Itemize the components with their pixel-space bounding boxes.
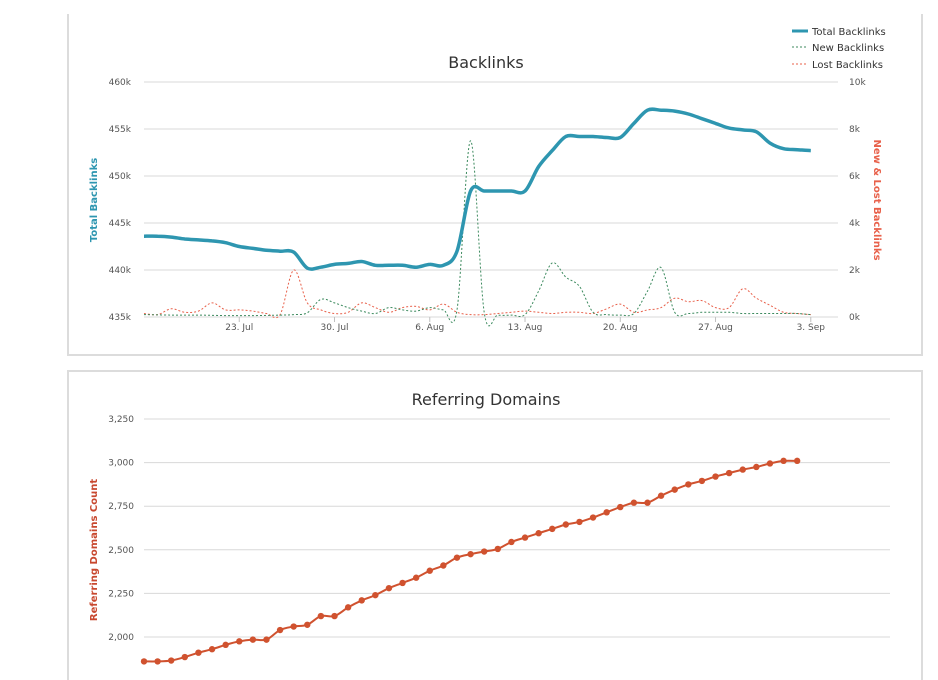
backlinks-left-y-tick: 435k [109,313,132,323]
referring-domains-point[interactable] [276,626,284,634]
backlinks-x-ticks: 23. Jul 30. Jul 6. Aug 13. Aug 20. Aug 27. Au… [225,317,825,333]
referring-domains-point[interactable] [222,641,229,649]
backlinks-left-y-tick: 440k [109,266,132,276]
backlinks-legend: Total Backlinks New Backlinks Lost Backl… [792,27,886,71]
referring-domains-point[interactable] [358,597,365,604]
referring-domains-point[interactable] [263,636,270,643]
referring-domains-point[interactable] [236,638,243,645]
referring-domains-point[interactable] [385,584,393,592]
backlinks-left-y-tick: 445k [109,219,132,229]
backlinks-right-y-tick: 0k [849,313,861,323]
referring-domains-point[interactable] [630,499,638,506]
backlinks-chart-panel [67,14,923,356]
referring-domains-point[interactable] [753,463,760,471]
backlinks-right-y-tick: 2k [849,266,861,276]
referring-domains-point[interactable] [589,514,597,521]
referring-domains-point[interactable] [617,503,624,511]
referring-domains-y-tick: 2,000 [108,633,134,643]
referring-domains-point[interactable] [494,545,502,553]
backlinks-right-y-tick: 10k [849,78,866,88]
backlinks-title: Backlinks [448,53,523,72]
referring-domains-point[interactable] [208,646,216,653]
referring-domains-y-tick: 2,750 [108,502,134,512]
lost-backlinks-line[interactable] [143,269,811,319]
backlinks-left-y-tick: 460k [109,78,132,88]
referring-domains-chart-panel [67,370,923,680]
referring-domains-point[interactable] [372,591,379,599]
backlinks-right-axis-title: New & Lost Backlinks [871,139,882,260]
referring-domains-point[interactable] [168,657,175,664]
backlinks-right-y-ticks: 0k 2k 4k 6k 8k 10k [849,78,866,323]
referring-domains-point[interactable] [181,653,189,661]
referring-domains-point[interactable] [780,457,787,465]
backlinks-left-y-ticks: 435k 440k 445k 450k 455k 460k [109,78,132,323]
referring-domains-point[interactable] [739,466,746,473]
referring-domains-point[interactable] [521,534,529,541]
backlinks-right-y-tick: 6k [849,172,861,182]
referring-domains-y-tick: 2,500 [108,546,134,556]
referring-domains-point[interactable] [698,477,706,485]
referring-domains-point[interactable] [399,579,406,587]
referring-domains-point[interactable] [480,548,488,555]
referring-domains-point[interactable] [644,499,651,506]
referring-domains-point[interactable] [562,521,570,528]
referring-domains-point[interactable] [657,492,665,499]
referring-domains-point[interactable] [440,562,447,569]
backlinks-right-y-tick: 4k [849,219,861,229]
referring-domains-y-ticks: 2,000 2,250 2,500 2,750 3,000 3,250 [108,415,134,643]
referring-domains-point[interactable] [344,604,352,611]
backlinks-x-tick: 13. Aug [508,323,543,333]
referring-domains-point[interactable] [195,649,202,656]
backlinks-x-tick: 27. Aug [698,323,733,333]
referring-domains-point[interactable] [249,636,257,643]
referring-domains-point[interactable] [671,486,678,493]
referring-domains-point[interactable] [140,658,148,665]
backlinks-series [143,107,811,327]
referring-domains-point[interactable] [725,469,733,477]
referring-domains-point[interactable] [766,460,774,467]
legend-new-backlinks[interactable]: New Backlinks [812,43,884,54]
referring-domains-point[interactable] [576,518,583,526]
backlinks-left-y-tick: 450k [109,172,132,182]
legend-lost-backlinks[interactable]: Lost Backlinks [812,60,883,71]
referring-domains-title: Referring Domains [412,390,561,409]
referring-domains-point[interactable] [685,481,692,488]
referring-domains-y-tick: 2,250 [108,589,134,599]
backlinks-gridlines [144,81,838,318]
referring-domains-point[interactable] [535,530,542,537]
total-backlinks-line[interactable] [143,107,811,271]
referring-domains-point[interactable] [603,509,610,516]
referring-domains-point[interactable] [304,621,311,628]
referring-domains-point[interactable] [793,457,801,465]
backlinks-left-axis-title: Total Backlinks [89,158,100,242]
referring-domains-point[interactable] [290,623,297,630]
referring-domains-point[interactable] [549,525,556,533]
referring-domains-point[interactable] [412,574,420,581]
charts-canvas: Backlinks 435k 440k 445k 450k 455k 460k 0k 2k 4… [89,27,890,665]
referring-domains-point[interactable] [317,612,325,620]
referring-domains-point[interactable] [154,658,161,665]
referring-domains-point[interactable] [712,473,719,480]
referring-domains-point[interactable] [508,538,515,546]
backlinks-x-tick: 23. Jul [225,323,253,333]
backlinks-x-tick: 6. Aug [415,323,444,333]
referring-domains-series [140,457,801,665]
referring-domains-point[interactable] [467,550,474,558]
legend-total-backlinks[interactable]: Total Backlinks [811,27,886,38]
referring-domains-point[interactable] [331,612,338,620]
referring-domains-axis-title: Referring Domains Count [89,479,100,621]
referring-domains-y-tick: 3,250 [108,415,134,425]
new-backlinks-line[interactable] [143,140,811,327]
referring-domains-line[interactable] [143,459,798,663]
backlinks-x-tick: 30. Jul [320,323,348,333]
backlinks-right-y-tick: 8k [849,125,861,135]
referring-domains-y-tick: 3,000 [108,459,134,469]
backlinks-x-tick: 20. Aug [603,323,638,333]
referring-domains-point[interactable] [426,567,433,574]
referring-domains-point[interactable] [453,554,461,561]
referring-domains-gridlines [144,418,890,638]
backlinks-left-y-tick: 455k [109,125,132,135]
backlinks-x-tick: 3. Sep [797,323,826,333]
